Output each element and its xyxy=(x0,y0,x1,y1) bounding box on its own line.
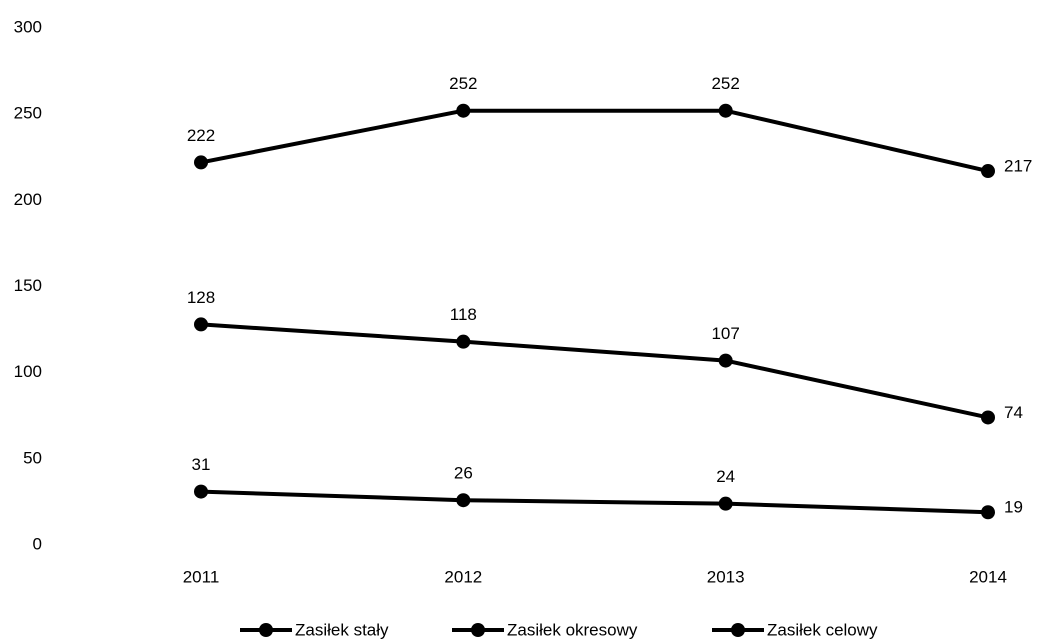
y-tick-label: 300 xyxy=(14,17,42,36)
y-tick-label: 150 xyxy=(14,276,42,295)
legend-label: Zasiłek celowy xyxy=(767,620,878,639)
legend-marker xyxy=(471,623,485,637)
data-label: 26 xyxy=(454,464,473,483)
data-point xyxy=(456,493,471,508)
legend-label: Zasiłek okresowy xyxy=(507,620,638,639)
data-label: 107 xyxy=(711,324,739,343)
data-label: 24 xyxy=(716,467,735,486)
data-label: 19 xyxy=(1004,498,1023,517)
data-point xyxy=(718,103,733,118)
data-label: 222 xyxy=(187,126,215,145)
data-point xyxy=(718,353,733,368)
y-tick-label: 0 xyxy=(33,534,42,553)
legend-label: Zasiłek stały xyxy=(295,620,389,639)
x-tick-label: 2012 xyxy=(444,567,482,586)
y-tick-label: 100 xyxy=(14,362,42,381)
data-point xyxy=(981,410,995,425)
data-point xyxy=(194,317,208,332)
y-tick-label: 200 xyxy=(14,190,42,209)
data-point xyxy=(981,505,995,520)
x-tick-label: 2011 xyxy=(183,567,220,586)
data-label: 252 xyxy=(449,74,477,93)
data-point xyxy=(981,164,995,179)
data-point xyxy=(456,103,471,118)
series-line xyxy=(200,322,989,420)
data-point xyxy=(194,155,208,170)
data-label: 31 xyxy=(192,455,211,474)
series-line xyxy=(200,489,989,515)
data-label: 128 xyxy=(187,288,215,307)
x-tick-label: 2013 xyxy=(707,567,745,586)
data-point xyxy=(194,484,208,499)
data-label: 252 xyxy=(711,74,739,93)
series-line xyxy=(200,108,989,173)
legend-marker xyxy=(259,623,273,637)
data-label: 118 xyxy=(450,305,477,324)
data-label: 217 xyxy=(1004,157,1032,176)
y-tick-label: 50 xyxy=(23,448,42,467)
legend-marker xyxy=(731,623,745,637)
x-tick-label: 2014 xyxy=(969,567,1007,586)
data-point xyxy=(456,334,471,349)
data-label: 74 xyxy=(1004,403,1023,422)
y-tick-label: 250 xyxy=(14,104,42,123)
data-point xyxy=(718,496,733,511)
